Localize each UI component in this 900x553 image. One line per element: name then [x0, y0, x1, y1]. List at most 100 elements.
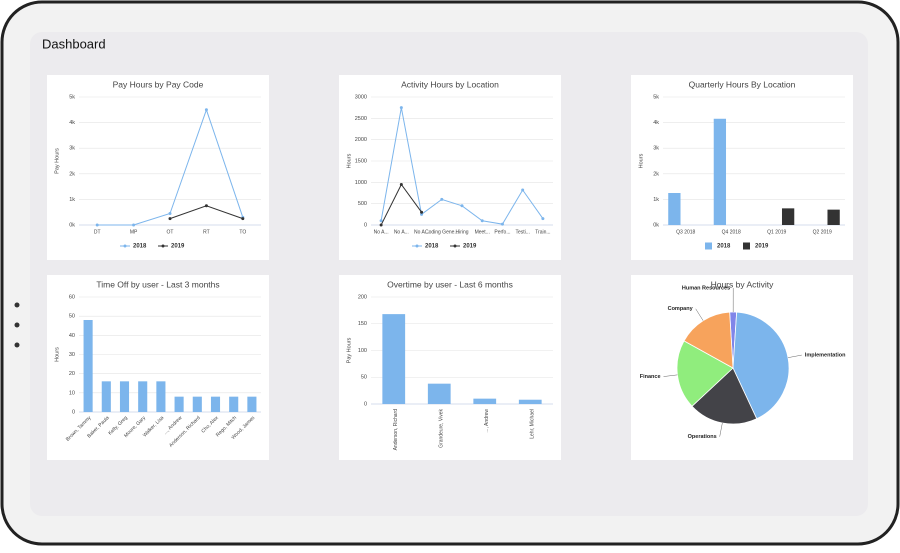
y-tick-label: 1k	[653, 197, 659, 203]
y-tick-label: 0k	[69, 222, 75, 228]
x-tick-label: Lehr, Michael	[530, 409, 536, 439]
line-point	[420, 211, 423, 214]
y-tick-label: 2k	[653, 171, 659, 177]
chart-title: Pay Hours by Pay Code	[113, 79, 204, 89]
pie-label: Company	[668, 306, 694, 312]
pie-label: Finance	[640, 374, 661, 380]
line-point	[380, 224, 383, 227]
bar	[473, 399, 496, 404]
legend-marker	[124, 245, 127, 248]
bar	[120, 381, 129, 412]
x-tick-label: Train...	[535, 229, 550, 235]
x-tick-label: Meet...	[475, 229, 490, 235]
pie-label: Implementation	[805, 353, 846, 359]
y-tick-label: 100	[358, 348, 367, 354]
bar	[193, 397, 202, 412]
legend-marker	[705, 243, 712, 250]
legend-label: 2018	[425, 244, 439, 250]
y-axis-label: Hours	[346, 153, 352, 168]
x-tick-label: No A...	[374, 229, 389, 235]
page-title: Dashboard	[42, 36, 106, 51]
y-axis-label: Hours	[54, 347, 60, 362]
bar	[714, 119, 726, 225]
x-tick-label: Q1 2019	[767, 229, 786, 235]
line-point	[521, 189, 524, 192]
line-point	[96, 224, 99, 227]
y-tick-label: 1k	[69, 197, 75, 203]
y-tick-label: 4k	[69, 120, 75, 126]
line-point	[169, 212, 172, 215]
line-point	[481, 219, 484, 222]
y-tick-label: 1500	[355, 158, 367, 164]
bar	[519, 400, 542, 404]
line-point	[241, 217, 244, 220]
y-tick-label: 2500	[355, 116, 367, 122]
chart-title: Overtime by user - Last 6 months	[387, 279, 513, 289]
legend-label: 2019	[171, 244, 185, 250]
x-tick-label: MP	[130, 229, 138, 235]
chart-panel	[339, 275, 561, 460]
x-tick-label: Perfo...	[494, 229, 510, 235]
y-tick-label: 5k	[69, 94, 75, 100]
y-tick-label: 10	[69, 390, 75, 396]
sensor	[15, 343, 20, 348]
bar	[175, 397, 184, 412]
y-tick-label: 500	[358, 201, 367, 207]
line-point	[132, 224, 135, 227]
y-tick-label: 30	[69, 352, 75, 358]
y-tick-label: 50	[361, 375, 367, 381]
y-tick-label: 150	[358, 321, 367, 327]
line-point	[169, 217, 172, 220]
y-tick-label: 60	[69, 294, 75, 300]
bar	[211, 397, 220, 412]
bar	[84, 320, 93, 412]
x-tick-label: RT	[203, 229, 210, 235]
line-point	[461, 204, 464, 207]
legend-marker	[416, 245, 419, 248]
line-point	[501, 223, 504, 226]
pie-label: Operations	[688, 434, 717, 440]
y-tick-label: 0	[364, 222, 367, 228]
x-tick-label: DT	[94, 229, 101, 235]
y-tick-label: 0	[364, 401, 367, 407]
chart-panel	[47, 75, 269, 260]
x-tick-label: TO	[239, 229, 246, 235]
y-axis-label: Pay Hours	[54, 148, 60, 174]
chart-title: Activity Hours by Location	[401, 79, 499, 89]
y-tick-label: 20	[69, 371, 75, 377]
bar	[382, 314, 405, 404]
x-tick-label: Q3 2018	[676, 229, 695, 235]
x-tick-label: Anderson, Richard	[393, 409, 399, 451]
y-tick-label: 40	[69, 333, 75, 339]
y-tick-label: 0k	[653, 222, 659, 228]
x-tick-label: Grandeure, Vivek	[439, 409, 445, 448]
x-tick-label: Coding Gene...	[425, 229, 459, 235]
x-tick-label: Hiring	[455, 229, 468, 235]
x-tick-label: OT	[167, 229, 174, 235]
chart-title: Time Off by user - Last 3 months	[96, 279, 219, 289]
line-point	[400, 106, 403, 109]
y-tick-label: 3000	[355, 94, 367, 100]
x-tick-label: No A...	[394, 229, 409, 235]
bar	[782, 208, 794, 225]
legend-label: 2019	[463, 244, 477, 250]
legend-label: 2019	[755, 244, 769, 250]
legend-marker	[743, 243, 750, 250]
y-tick-label: 2k	[69, 171, 75, 177]
line-point	[541, 217, 544, 220]
y-tick-label: 0	[72, 409, 75, 415]
x-tick-label: Q2 2019	[813, 229, 832, 235]
bar	[827, 210, 839, 225]
bar	[156, 381, 165, 412]
line-point	[440, 198, 443, 201]
x-tick-label: ..., Andrew	[484, 409, 490, 433]
y-tick-label: 3k	[653, 146, 659, 152]
legend-marker	[162, 245, 165, 248]
y-tick-label: 3k	[69, 146, 75, 152]
legend-label: 2018	[717, 244, 731, 250]
y-tick-label: 200	[358, 294, 367, 300]
y-tick-label: 2000	[355, 137, 367, 143]
line-point	[205, 108, 208, 111]
